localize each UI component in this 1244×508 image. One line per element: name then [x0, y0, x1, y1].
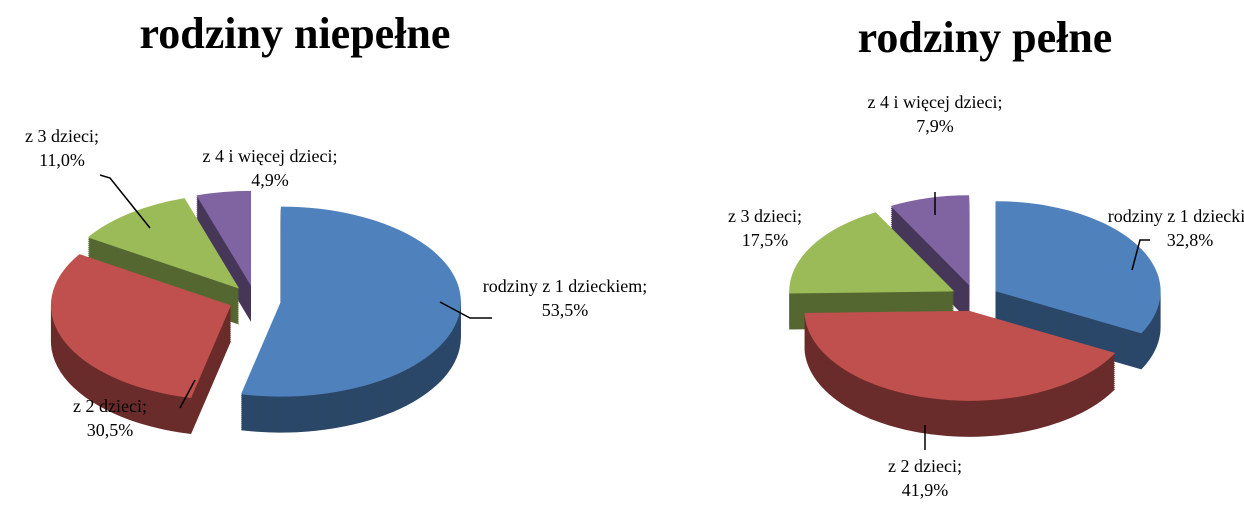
pie-slice — [789, 212, 955, 294]
label-value: 30,5% — [87, 420, 134, 440]
data-label: z 4 i więcej dzieci; 7,9% — [868, 92, 1003, 136]
label-category: z 2 dzieci — [888, 456, 957, 476]
label-value: 41,9% — [902, 480, 949, 500]
pie-slice — [50, 254, 231, 399]
label-category: rodziny z 1 dzieckiem — [483, 276, 642, 296]
label-separator: ; — [94, 126, 99, 146]
leader-line — [1131, 239, 1150, 271]
leader-line — [179, 379, 196, 409]
leader-line — [439, 301, 492, 319]
label-separator: ; — [142, 396, 147, 416]
label-value: 7,9% — [916, 116, 954, 136]
label-separator: ; — [797, 206, 802, 226]
data-label: z 2 dzieci; 41,9% — [888, 456, 962, 500]
leader-line — [99, 174, 151, 229]
label-value: 53,5% — [542, 300, 589, 320]
pie-slice — [240, 206, 461, 397]
label-separator: ; — [642, 276, 647, 296]
data-label: z 4 i więcej dzieci; 4,9% — [203, 146, 338, 190]
chart-title: rodziny pełne — [858, 13, 1113, 62]
data-label: rodziny z 1 dzieckiem; 53,5% — [483, 276, 647, 320]
label-category: z 4 i więcej dzieci — [868, 92, 998, 112]
data-label: z 3 dzieci; 11,0% — [25, 126, 99, 170]
label-separator: ; — [997, 92, 1002, 112]
pie-slice — [196, 190, 252, 286]
label-value: 17,5% — [742, 230, 789, 250]
label-value: 32,8% — [1167, 230, 1214, 250]
label-category: z 2 dzieci — [73, 396, 142, 416]
label-value: 11,0% — [39, 150, 85, 170]
pie-slice — [890, 195, 970, 286]
label-category: z 3 dzieci — [25, 126, 94, 146]
data-label: z 3 dzieci; 17,5% — [728, 206, 802, 250]
label-category: z 3 dzieci — [728, 206, 797, 226]
label-value: 4,9% — [251, 170, 289, 190]
chart-title: rodziny niepełne — [140, 9, 451, 58]
label-category: z 4 i więcej dzieci — [203, 146, 333, 166]
label-separator: ; — [332, 146, 337, 166]
pie-slice — [87, 198, 240, 289]
pie-slice — [995, 201, 1161, 334]
label-separator: ; — [957, 456, 962, 476]
label-category: rodziny z 1 dzieckiem — [1108, 206, 1244, 226]
data-label: z 2 dzieci; 30,5% — [73, 396, 147, 440]
pie-slice — [804, 310, 1116, 401]
data-label: rodziny z 1 dzieckiem;32,8% — [1108, 206, 1244, 250]
